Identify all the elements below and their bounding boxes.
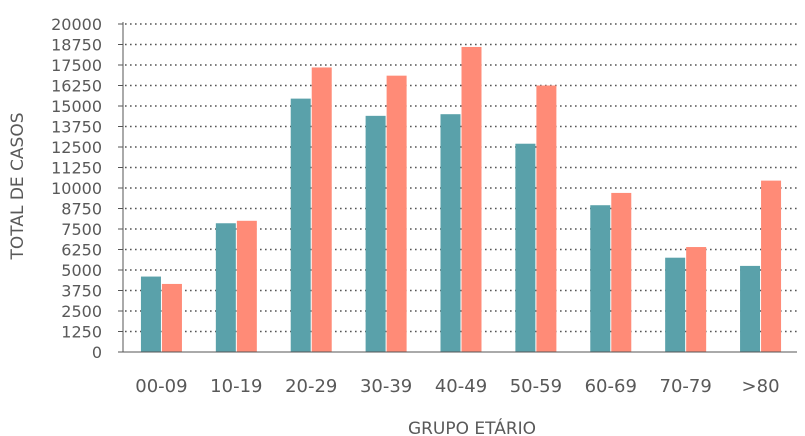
y-axis-title: TOTAL DE CASOS: [8, 112, 28, 260]
x-tick-label: 70-79: [660, 376, 712, 397]
y-tick-label: 20000: [51, 15, 102, 34]
bar-series1-40-49: [440, 114, 461, 352]
y-tick-label: 13750: [51, 118, 102, 137]
x-tick-label: 30-39: [360, 376, 412, 397]
bar-series1-70-79: [665, 257, 686, 352]
axes: [118, 22, 797, 353]
bar-series2-70-79: [686, 247, 707, 352]
y-tick-label: 3750: [61, 282, 102, 301]
bar-series1-00-09: [140, 276, 161, 352]
y-tick-label: 18750: [51, 36, 102, 55]
bar-series2-40-49: [461, 46, 482, 353]
x-tick-label: 00-09: [135, 376, 187, 397]
bar-series2-20-29: [311, 67, 332, 353]
bar-series1-10-19: [215, 223, 236, 352]
bar-series1-60-69: [590, 205, 611, 352]
x-axis-title: GRUPO ETÁRIO: [408, 417, 536, 436]
x-tick-label: 40-49: [435, 376, 487, 397]
y-tick-label: 11250: [51, 159, 102, 178]
y-tick-label: 10000: [51, 179, 102, 198]
x-tick-label: 60-69: [585, 376, 637, 397]
bar-series1-30-39: [365, 115, 386, 352]
y-tick-label: 6250: [61, 241, 102, 260]
y-tick-label: 15000: [51, 97, 102, 116]
bar-series2-00-09: [161, 283, 182, 352]
bar-series1-20-29: [290, 98, 311, 353]
y-tick-label: 8750: [61, 200, 102, 219]
bar-series2-10-19: [236, 220, 257, 352]
bar-series2->80: [761, 180, 782, 352]
x-tick-label: 10-19: [210, 376, 262, 397]
y-tick-label: 7500: [61, 220, 102, 239]
y-tick-label: 0: [92, 343, 102, 362]
y-tick-label: 5000: [61, 261, 102, 280]
bars: [140, 46, 782, 353]
bar-series2-60-69: [611, 192, 632, 352]
y-tick-label: 1250: [61, 323, 102, 342]
bar-series2-30-39: [386, 75, 407, 352]
bar-series1->80: [740, 265, 761, 352]
x-tick-labels: 00-09 10-19 20-29 30-39 40-49 50-59 60-69 70-79…: [135, 376, 779, 397]
bar-series2-50-59: [536, 85, 557, 352]
x-tick-label: 50-59: [510, 376, 562, 397]
y-tick-label: 16250: [51, 77, 102, 96]
x-tick-label: >80: [742, 376, 780, 397]
y-tick-label: 12500: [51, 138, 102, 157]
x-tick-label: 20-29: [285, 376, 337, 397]
bar-series1-50-59: [515, 143, 536, 352]
y-tick-label: 2500: [61, 302, 102, 321]
y-tick-label: 17500: [51, 56, 102, 75]
